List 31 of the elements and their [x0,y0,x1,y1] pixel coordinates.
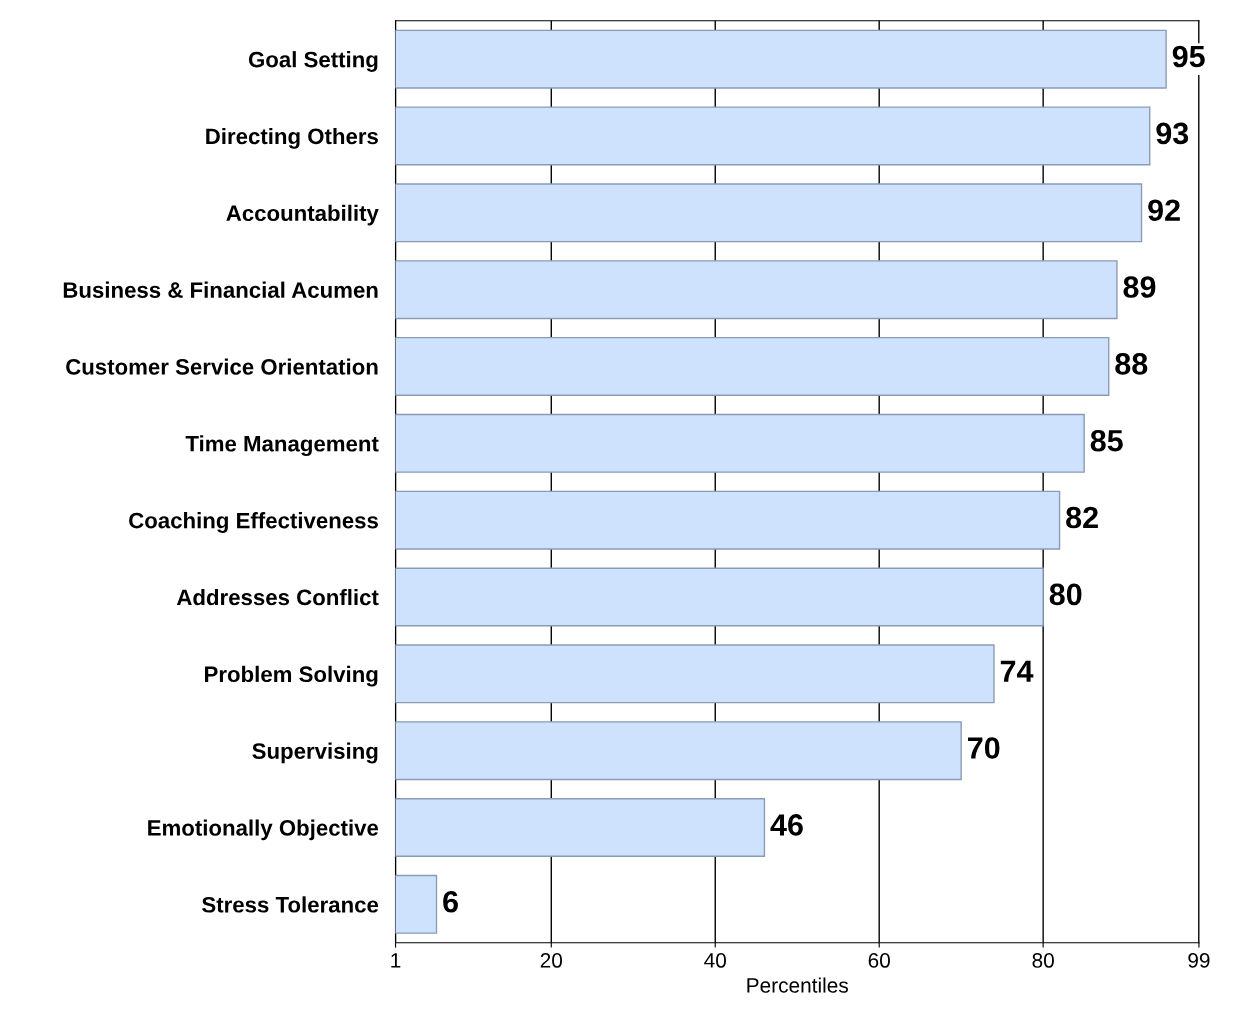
x-tick-label: 1 [391,953,401,968]
x-tick-label: 80 [1032,953,1054,968]
data-label: 93 [1156,122,1189,145]
y-tick-label: Supervising [252,742,378,764]
data-label: 80 [1049,583,1082,606]
y-tick-label: Goal Setting [248,51,378,72]
y-tick-label: Time Management [185,435,379,457]
data-label: 85 [1090,429,1123,452]
data-label: 95 [1172,45,1205,68]
y-tick-label: Stress Tolerance [202,896,379,913]
data-label: 92 [1148,199,1180,222]
x-tick-label: 40 [704,953,727,968]
x-axis-title: Percentiles [747,977,848,993]
data-label: 89 [1123,276,1156,298]
data-label: 88 [1115,353,1148,375]
data-label: 6 [443,890,458,913]
data-label: 70 [968,737,1000,759]
y-tick-label: Business & Financial Acumen [63,281,378,298]
y-tick-label: Coaching Effectiveness [129,512,378,533]
data-label: 74 [1000,660,1034,682]
y-tick-label: Addresses Conflict [176,588,379,606]
x-tick-label: 60 [868,953,890,968]
data-label: 82 [1066,506,1098,529]
y-tick-label: Emotionally Objective [148,819,379,841]
y-tick-label: Directing Others [206,127,378,149]
y-tick-label: Customer Service Orientation [66,358,378,375]
x-tick-label: 20 [540,953,563,968]
y-tick-label: Problem Solving [205,665,378,687]
y-tick-label: Accountability [226,204,379,226]
data-label: 46 [770,814,803,836]
x-tick-label: 99 [1188,953,1210,968]
